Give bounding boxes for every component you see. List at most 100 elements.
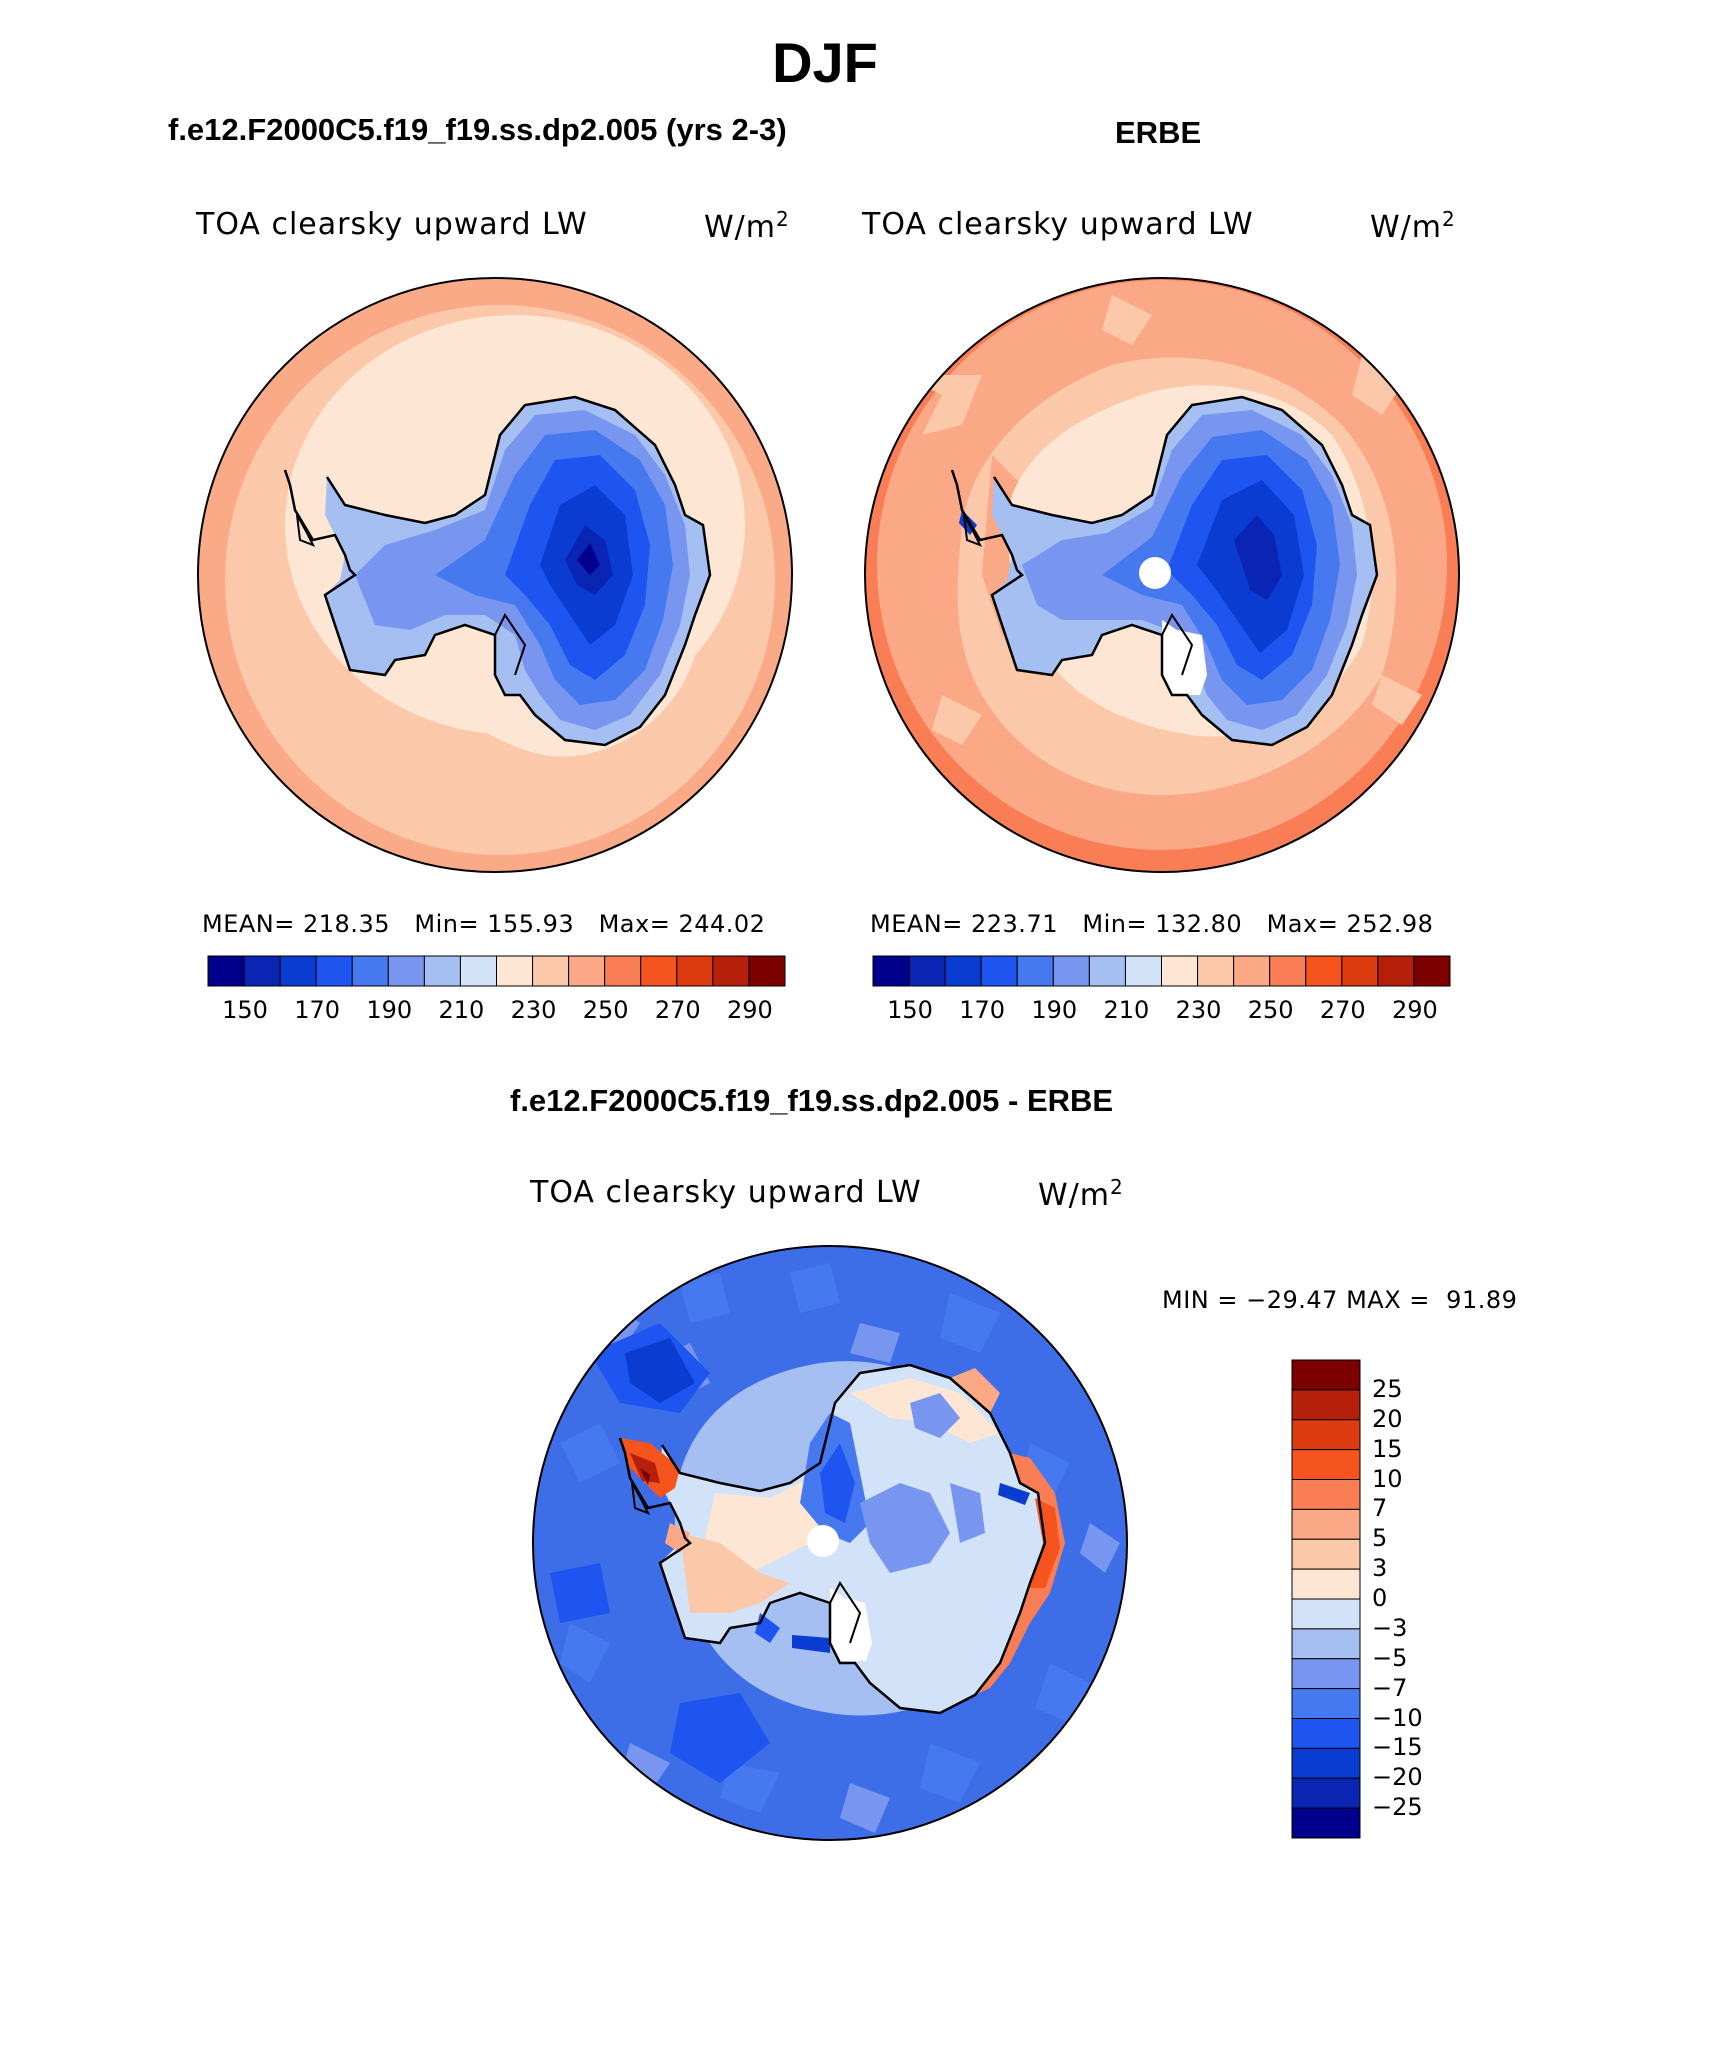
- panel-left-units-text: W/m: [704, 210, 776, 245]
- panel-left-units-exp: 2: [776, 207, 790, 231]
- diff-colorbar-tick-label: 25: [1372, 1374, 1403, 1403]
- diff-colorbar-swatch: [1291, 1628, 1361, 1660]
- panel-left-variable-label: TOA clearsky upward LW: [196, 207, 588, 242]
- colorbar-tick-label: 150: [887, 996, 933, 1024]
- colorbar-swatch: [1197, 955, 1235, 987]
- diff-colorbar-swatch: [1291, 1449, 1361, 1480]
- panel-right-min-label: Min=: [1082, 910, 1148, 938]
- colorbar-swatch: [1016, 955, 1054, 987]
- diff-panel-units-text: W/m: [1038, 1178, 1110, 1213]
- diff-colorbar-swatch: [1291, 1688, 1361, 1719]
- diff-panel-variable-label: TOA clearsky upward LW: [530, 1175, 922, 1210]
- colorbar-swatch: [1341, 955, 1379, 987]
- diff-colorbar-tick-label: 3: [1372, 1554, 1388, 1583]
- diff-colorbar-tick-label: 15: [1372, 1434, 1403, 1463]
- diff-colorbar-swatch: [1291, 1389, 1361, 1421]
- panel-left-stats: MEAN= 218.35 Min= 155.93 Max= 244.02: [202, 910, 765, 938]
- colorbar-swatch: [496, 955, 534, 987]
- panel-right-variable-label: TOA clearsky upward LW: [862, 207, 1254, 242]
- diff-colorbar-swatch: [1291, 1598, 1361, 1630]
- diff-colorbar-swatch: [1291, 1568, 1361, 1600]
- diff-colorbar-tick-label: −5: [1372, 1643, 1408, 1672]
- colorbar-tick-label: 170: [294, 996, 340, 1024]
- colorbar-swatch: [1052, 955, 1090, 987]
- diff-colorbar-tick-label: 0: [1372, 1584, 1388, 1612]
- diff-panel-units-exp: 2: [1110, 1175, 1124, 1199]
- panel-left-max-value: 244.02: [678, 910, 766, 938]
- colorbar-swatch: [279, 955, 317, 987]
- colorbar-tick-label: 270: [654, 996, 701, 1024]
- colorbar-swatch: [1124, 955, 1162, 987]
- panel-left-min-value: 155.93: [487, 910, 575, 938]
- diff-colorbar-swatch: [1291, 1419, 1361, 1451]
- colorbar-swatch: [351, 955, 389, 987]
- colorbar-swatch: [1413, 955, 1451, 987]
- diff-max-value: 91.89: [1446, 1286, 1518, 1314]
- panel-right-max-value: 252.98: [1346, 910, 1434, 938]
- panel-right-units-exp: 2: [1442, 207, 1456, 231]
- colorbar-swatch: [315, 955, 353, 987]
- diff-colorbar-swatch: [1291, 1359, 1361, 1391]
- colorbar-swatch: [1161, 955, 1199, 987]
- panel-right-stats: MEAN= 223.71 Min= 132.80 Max= 252.98: [870, 910, 1433, 938]
- diff-colorbar-tick-label: −25: [1372, 1793, 1423, 1822]
- colorbar-swatch: [712, 955, 750, 987]
- panel-left-polar-map: [197, 277, 793, 873]
- panel-right-case-title: ERBE: [1115, 115, 1202, 150]
- colorbar-tick-label: 230: [510, 996, 557, 1024]
- colorbar-swatch: [1377, 955, 1415, 987]
- colorbar-tick-label: 190: [1031, 996, 1078, 1024]
- diff-colorbar-swatch: [1291, 1718, 1361, 1749]
- panel-left-mean-label: MEAN=: [202, 910, 295, 938]
- diff-polar-map: [532, 1245, 1128, 1841]
- diff-colorbar-tick-label: 20: [1372, 1404, 1403, 1433]
- colorbar-tick-label: 170: [959, 996, 1005, 1024]
- diff-colorbar-swatch: [1291, 1538, 1361, 1570]
- colorbar-swatch: [423, 955, 461, 987]
- colorbar-tick-label: 250: [582, 996, 629, 1024]
- colorbar-tick-label: 290: [1391, 996, 1438, 1024]
- diff-colorbar-tick-label: 7: [1372, 1494, 1388, 1523]
- colorbar-swatch: [207, 955, 245, 987]
- colorbar-tick-label: 290: [726, 996, 773, 1024]
- diff-colorbar-tick-label: −7: [1372, 1673, 1408, 1702]
- colorbar-swatch: [387, 955, 425, 987]
- diff-min-label: MIN =: [1162, 1286, 1238, 1314]
- diff-colorbar-tick-label: −20: [1372, 1763, 1423, 1792]
- diff-colorbar-swatch: [1291, 1658, 1361, 1690]
- panel-left-case-title: f.e12.F2000C5.f19_f19.ss.dp2.005 (yrs 2-…: [168, 112, 787, 147]
- colorbar-swatch: [872, 955, 910, 987]
- panel-left-min-label: Min=: [414, 910, 480, 938]
- colorbar-tick-label: 210: [1103, 996, 1150, 1024]
- panel-right-units-text: W/m: [1370, 210, 1442, 245]
- diff-colorbar: [1291, 1359, 1361, 1839]
- panel-left-mean-value: 218.35: [303, 910, 390, 938]
- colorbar-swatch: [944, 955, 982, 987]
- panel-right-mean-label: MEAN=: [870, 910, 963, 938]
- colorbar-swatch: [908, 955, 946, 987]
- diff-colorbar-swatch: [1291, 1777, 1361, 1809]
- diff-colorbar-swatch: [1291, 1807, 1361, 1839]
- figure-title: DJF: [772, 31, 878, 94]
- colorbar-swatch: [1269, 955, 1307, 987]
- panel-left-max-label: Max=: [598, 910, 671, 938]
- diff-colorbar-tick-label: −3: [1372, 1613, 1408, 1642]
- colorbar-tick-label: 270: [1319, 996, 1366, 1024]
- colorbar-swatch: [980, 955, 1018, 987]
- colorbar-tick-label: 230: [1175, 996, 1222, 1024]
- diff-min-value: −29.47: [1246, 1286, 1338, 1314]
- colorbar-tick-label: 250: [1247, 996, 1294, 1024]
- colorbar-swatch: [1233, 955, 1271, 987]
- diff-minmax: MIN = −29.47 MAX = 91.89: [1162, 1286, 1517, 1314]
- colorbar-swatch: [604, 955, 642, 987]
- colorbar-swatch: [640, 955, 678, 987]
- panel-left-colorbar: [207, 955, 786, 987]
- diff-colorbar-swatch: [1291, 1747, 1361, 1779]
- diff-max-label: MAX =: [1346, 1286, 1430, 1314]
- panel-left-units: W/m2: [704, 207, 790, 245]
- diff-panel-units: W/m2: [1038, 1175, 1124, 1213]
- diff-colorbar-swatch: [1291, 1508, 1361, 1540]
- colorbar-swatch: [676, 955, 714, 987]
- colorbar-swatch: [459, 955, 497, 987]
- panel-right-units: W/m2: [1370, 207, 1456, 245]
